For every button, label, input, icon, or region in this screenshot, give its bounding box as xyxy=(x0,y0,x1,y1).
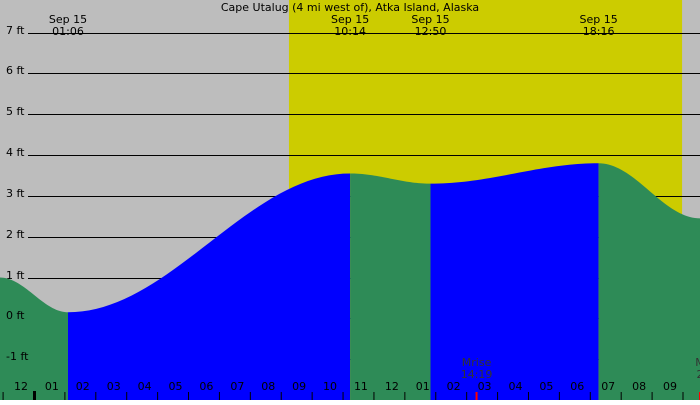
current-time-marker xyxy=(33,391,36,400)
y-tick-label: 7 ft xyxy=(6,24,25,37)
y-tick-label: 2 ft xyxy=(6,228,25,241)
extreme-time-label: 18:16 xyxy=(583,25,615,38)
extreme-time-label: 01:06 xyxy=(52,25,84,38)
y-tick-label: 5 ft xyxy=(6,105,25,118)
y-tick-label: 3 ft xyxy=(6,187,25,200)
x-tick-label: 08 xyxy=(261,380,275,393)
y-tick-label: 6 ft xyxy=(6,64,25,77)
x-tick-label: 06 xyxy=(570,380,584,393)
x-tick-label: 05 xyxy=(539,380,553,393)
x-tick-label: 11 xyxy=(354,380,368,393)
moon-event-time: 14:19 xyxy=(461,368,493,381)
x-tick-label: 07 xyxy=(601,380,615,393)
x-tick-label: 05 xyxy=(169,380,183,393)
x-tick-label: 07 xyxy=(230,380,244,393)
x-tick-label: 08 xyxy=(632,380,646,393)
x-tick-label: 12 xyxy=(385,380,399,393)
x-tick-label: 09 xyxy=(292,380,306,393)
x-tick-label: 02 xyxy=(76,380,90,393)
x-tick-label: 03 xyxy=(478,380,492,393)
extreme-time-label: 12:50 xyxy=(415,25,447,38)
x-tick-label: 09 xyxy=(663,380,677,393)
extreme-time-label: 10:14 xyxy=(334,25,366,38)
y-tick-label: 0 ft xyxy=(6,309,25,322)
falling-tide-segment xyxy=(350,173,430,400)
y-tick-label: 4 ft xyxy=(6,146,25,159)
x-tick-label: 02 xyxy=(447,380,461,393)
y-tick-label: -1 ft xyxy=(6,350,29,363)
x-tick-label: 04 xyxy=(508,380,522,393)
x-tick-label: 12 xyxy=(14,380,28,393)
moon-event-time: 2 xyxy=(697,368,700,381)
y-tick-label: 1 ft xyxy=(6,269,25,282)
x-tick-label: 06 xyxy=(199,380,213,393)
x-tick-label: 03 xyxy=(107,380,121,393)
x-tick-label: 01 xyxy=(45,380,59,393)
x-tick-label: 01 xyxy=(416,380,430,393)
x-tick-label: 04 xyxy=(138,380,152,393)
x-tick-label: 10 xyxy=(323,380,337,393)
chart-title: Cape Utalug (4 mi west of), Atka Island,… xyxy=(221,1,479,14)
rising-tide-segment xyxy=(431,163,599,400)
